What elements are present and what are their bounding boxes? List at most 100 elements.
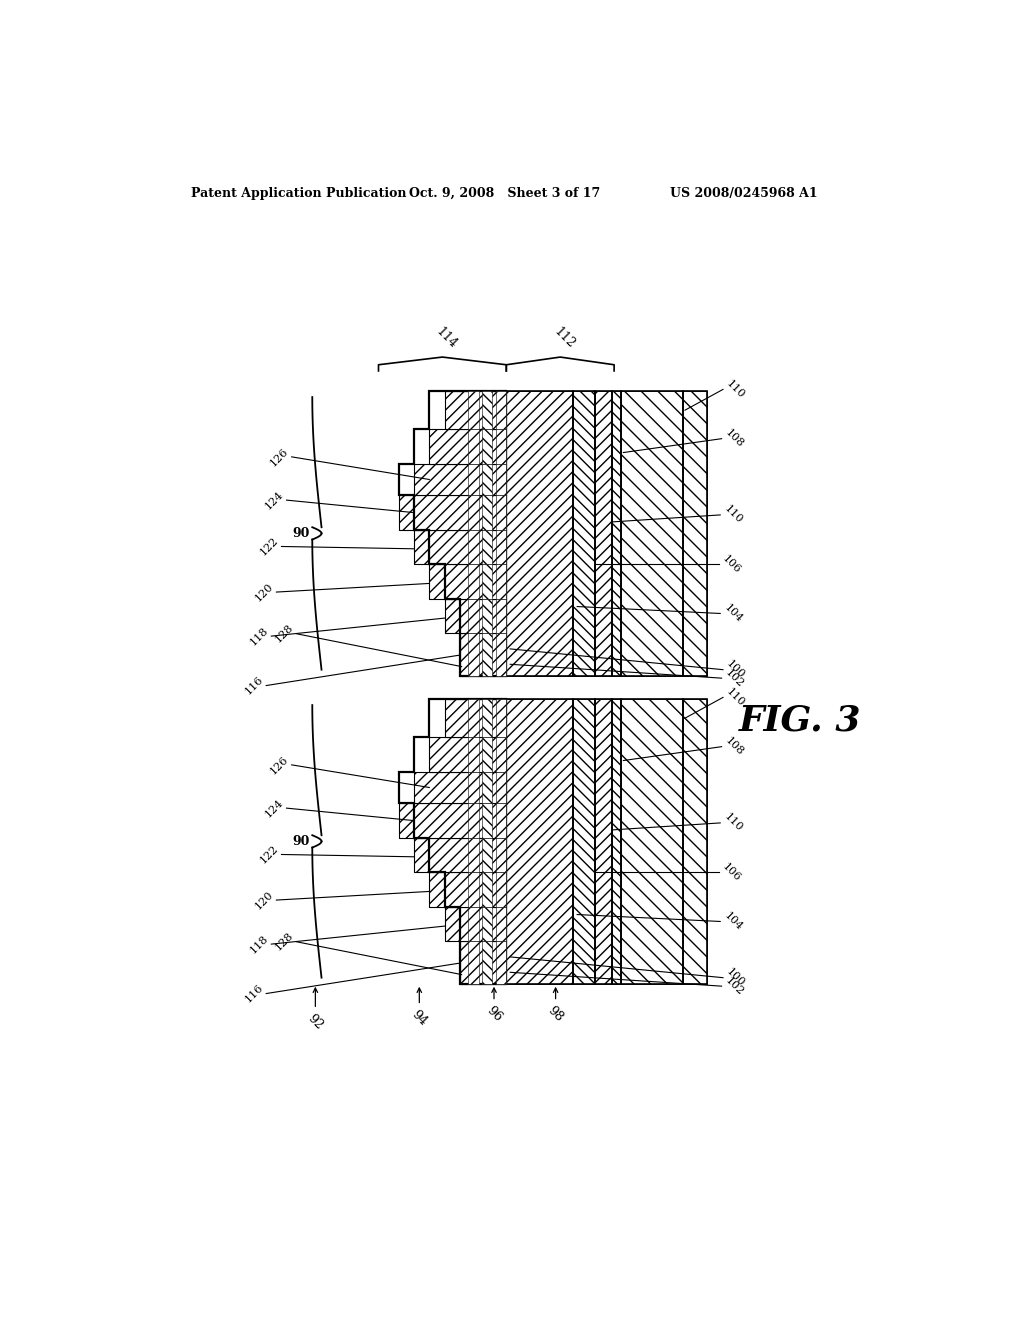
Bar: [573, 391, 595, 676]
Bar: [496, 838, 506, 873]
Bar: [414, 529, 506, 564]
Bar: [481, 907, 493, 941]
Bar: [468, 907, 478, 941]
Bar: [429, 738, 506, 772]
Text: 104: 104: [722, 602, 744, 624]
Bar: [573, 700, 595, 983]
Text: 106: 106: [720, 553, 742, 576]
Bar: [429, 873, 506, 907]
Bar: [398, 495, 506, 529]
Text: 90: 90: [293, 527, 310, 540]
Bar: [481, 803, 493, 838]
Bar: [414, 529, 506, 564]
Text: 128: 128: [273, 623, 295, 645]
Bar: [481, 465, 493, 495]
Bar: [468, 564, 478, 599]
Bar: [496, 599, 506, 634]
Bar: [481, 838, 493, 873]
Text: 110: 110: [722, 504, 744, 525]
Bar: [429, 429, 506, 465]
Bar: [481, 941, 493, 983]
Text: 122: 122: [258, 843, 280, 866]
Bar: [611, 391, 621, 676]
Text: US 2008/0245968 A1: US 2008/0245968 A1: [670, 186, 817, 199]
Bar: [496, 429, 506, 465]
Bar: [460, 634, 506, 676]
Bar: [496, 391, 506, 429]
Bar: [414, 838, 506, 873]
Bar: [414, 465, 506, 495]
Text: 128: 128: [273, 931, 295, 953]
Text: 120: 120: [253, 581, 274, 603]
Bar: [468, 838, 478, 873]
Text: 124: 124: [263, 488, 285, 511]
Bar: [444, 391, 506, 429]
Text: 120: 120: [253, 888, 274, 911]
Bar: [444, 907, 506, 941]
Text: 124: 124: [263, 797, 285, 820]
Bar: [496, 495, 506, 529]
Text: 102: 102: [723, 975, 745, 997]
Bar: [444, 700, 506, 738]
Bar: [481, 634, 493, 676]
Text: 98: 98: [546, 1003, 566, 1024]
Bar: [468, 700, 478, 738]
Text: 106: 106: [720, 861, 742, 883]
Bar: [444, 599, 506, 634]
Text: 126: 126: [268, 754, 290, 776]
Bar: [611, 700, 621, 983]
Bar: [468, 495, 478, 529]
Bar: [460, 634, 506, 676]
Bar: [595, 700, 611, 983]
Bar: [429, 738, 506, 772]
Bar: [595, 391, 611, 676]
Bar: [573, 700, 595, 983]
Text: 110: 110: [725, 379, 746, 400]
Text: 92: 92: [305, 1011, 326, 1032]
Bar: [621, 700, 683, 983]
Bar: [468, 391, 478, 429]
Bar: [481, 738, 493, 772]
Text: 110: 110: [722, 812, 744, 834]
Bar: [468, 429, 478, 465]
Bar: [506, 391, 573, 676]
Bar: [429, 429, 506, 465]
Bar: [481, 700, 493, 738]
Bar: [621, 700, 683, 983]
Text: 116: 116: [243, 982, 264, 1005]
Text: 112: 112: [551, 325, 578, 351]
Text: 118: 118: [248, 624, 269, 647]
Bar: [683, 700, 707, 983]
Bar: [481, 429, 493, 465]
Text: 90: 90: [293, 834, 310, 847]
Bar: [444, 599, 506, 634]
Text: 114: 114: [433, 325, 460, 351]
Bar: [460, 941, 506, 983]
Bar: [683, 391, 707, 676]
Bar: [506, 391, 573, 676]
Bar: [468, 599, 478, 634]
Bar: [496, 941, 506, 983]
Text: 110: 110: [725, 686, 746, 709]
Bar: [573, 391, 595, 676]
Bar: [444, 391, 506, 429]
Bar: [468, 738, 478, 772]
Bar: [496, 465, 506, 495]
Bar: [468, 772, 478, 803]
Bar: [481, 391, 493, 429]
Bar: [481, 495, 493, 529]
Bar: [398, 803, 506, 838]
Text: 126: 126: [268, 446, 290, 469]
Bar: [481, 873, 493, 907]
Text: 104: 104: [722, 911, 744, 932]
Bar: [496, 700, 506, 738]
Text: 116: 116: [243, 675, 264, 697]
Bar: [496, 564, 506, 599]
Bar: [621, 391, 683, 676]
Text: 100: 100: [725, 659, 746, 681]
Bar: [481, 772, 493, 803]
Bar: [611, 700, 621, 983]
Bar: [444, 700, 506, 738]
Bar: [595, 700, 611, 983]
Bar: [621, 391, 683, 676]
